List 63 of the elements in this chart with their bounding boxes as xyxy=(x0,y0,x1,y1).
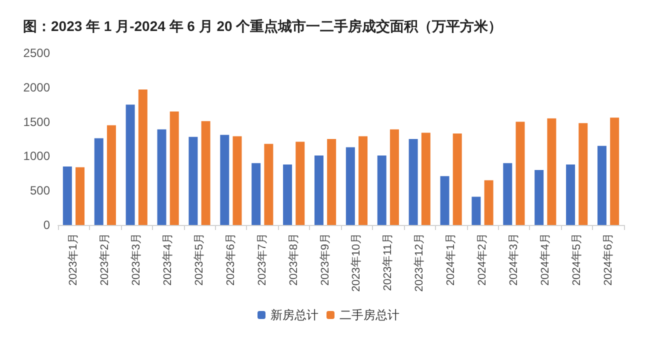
bar xyxy=(484,180,494,225)
x-tick-label: 2024年1月 xyxy=(445,233,458,286)
bar xyxy=(138,89,148,225)
x-tick-label: 2023年10月 xyxy=(350,233,363,292)
bar xyxy=(421,132,430,225)
x-tick-label: 2023年7月 xyxy=(256,233,268,286)
y-tick-label: 500 xyxy=(30,184,50,198)
bar xyxy=(126,104,135,225)
bar xyxy=(201,121,210,225)
x-tick-label: 2023年12月 xyxy=(414,233,426,292)
y-tick-label: 1500 xyxy=(23,114,50,129)
x-tick-label: 2023年8月 xyxy=(288,233,300,286)
bar xyxy=(516,122,525,225)
bar xyxy=(264,144,274,225)
bar xyxy=(597,146,606,225)
bar xyxy=(170,111,179,225)
bar xyxy=(390,129,399,225)
bar xyxy=(94,138,104,225)
bar xyxy=(283,164,292,225)
y-tick-label: 1000 xyxy=(23,149,50,164)
bar xyxy=(610,118,620,225)
bar xyxy=(346,147,355,225)
bar xyxy=(547,118,556,225)
x-tick-label: 2023年9月 xyxy=(319,233,332,286)
bar xyxy=(252,163,261,225)
legend-label: 二手房总计 xyxy=(340,308,400,322)
x-tick-label: 2023年1月 xyxy=(68,233,80,286)
bar xyxy=(534,170,544,225)
bar xyxy=(472,196,481,225)
bar xyxy=(327,139,336,225)
x-tick-label: 2023年2月 xyxy=(99,233,112,286)
x-tick-label: 2024年2月 xyxy=(476,233,488,286)
bar xyxy=(566,164,576,225)
bar xyxy=(232,136,242,225)
x-tick-label: 2024年5月 xyxy=(570,233,583,286)
bar xyxy=(358,136,368,225)
bar xyxy=(76,167,85,225)
bar xyxy=(440,176,450,225)
bar xyxy=(377,156,386,225)
y-tick-label: 0 xyxy=(43,218,50,232)
x-tick-label: 2024年4月 xyxy=(539,233,552,286)
x-tick-label: 2023年6月 xyxy=(224,233,237,286)
bar xyxy=(188,136,198,225)
x-tick-label: 2023年3月 xyxy=(130,233,143,286)
chart-title: 图：2023 年 1 月-2024 年 6 月 20 个重点城市一二手房成交面积（万平方米） xyxy=(23,18,502,34)
bar xyxy=(157,129,166,225)
x-tick-label: 2023年11月 xyxy=(382,233,394,291)
x-tick-label: 2024年3月 xyxy=(508,233,520,286)
bar xyxy=(452,133,462,225)
bar xyxy=(220,134,230,225)
bar xyxy=(62,166,72,225)
y-tick-label: 2500 xyxy=(23,46,50,60)
y-tick-label: 2000 xyxy=(23,80,50,94)
bar xyxy=(314,156,324,225)
bar xyxy=(578,123,588,225)
bar xyxy=(296,142,305,225)
x-tick-label: 2023年5月 xyxy=(194,233,206,286)
bar xyxy=(408,139,418,225)
legend-label: 新房总计 xyxy=(270,308,318,322)
bar xyxy=(106,125,116,225)
x-tick-label: 2023年4月 xyxy=(162,233,174,286)
bar xyxy=(503,163,512,225)
x-tick-label: 2024年6月 xyxy=(602,233,614,286)
